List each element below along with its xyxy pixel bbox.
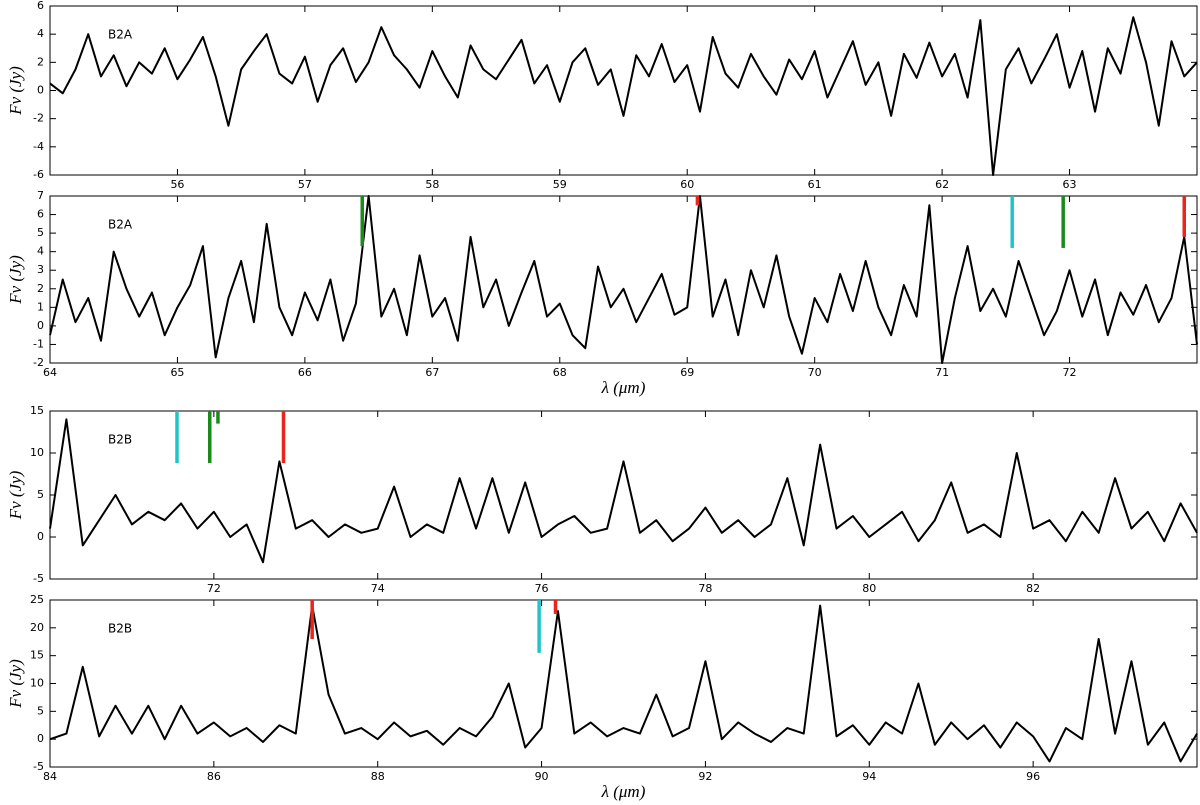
- x-tick-label: 62: [935, 178, 949, 191]
- y-tick-label: 0: [37, 319, 44, 332]
- y-tick-label: -2: [33, 112, 44, 125]
- y-tick-label: 0: [37, 732, 44, 745]
- y-tick-label: 15: [30, 649, 44, 662]
- x-tick-label: 66: [298, 366, 312, 379]
- x-axis-label: λ (μm): [601, 782, 646, 801]
- panel: -6 -4 -2 0 2 4 6 56 57 58 59 60 61 62 63 B2A Fν (Jy): [6, 0, 1198, 191]
- x-tick-label: 65: [170, 366, 184, 379]
- x-tick-label: 58: [425, 178, 439, 191]
- y-axis-label: Fν (Jy): [6, 659, 25, 709]
- x-tick-label: 72: [207, 582, 221, 595]
- y-axis-label: Fν (Jy): [6, 66, 25, 116]
- plot-frame: [49, 599, 1198, 768]
- y-tick-label: -6: [33, 168, 44, 181]
- y-tick-label: 20: [30, 621, 44, 634]
- y-tick-label: -4: [33, 140, 44, 153]
- x-tick-label: 57: [298, 178, 312, 191]
- x-tick-label: 96: [1026, 770, 1040, 783]
- x-tick-label: 60: [680, 178, 694, 191]
- panel-label: B2A: [108, 28, 133, 42]
- y-tick-label: 10: [30, 677, 44, 690]
- y-tick-label: 5: [37, 226, 44, 239]
- x-tick-label: 69: [680, 366, 694, 379]
- x-tick-label: 59: [553, 178, 567, 191]
- y-tick-label: -1: [33, 337, 44, 350]
- y-tick-label: -2: [33, 356, 44, 369]
- x-tick-label: 64: [43, 366, 57, 379]
- y-tick-label: 2: [37, 282, 44, 295]
- x-tick-label: 82: [1026, 582, 1040, 595]
- x-tick-label: 80: [862, 582, 876, 595]
- y-tick-label: 0: [37, 530, 44, 543]
- y-axis-label: Fν (Jy): [6, 470, 25, 520]
- x-tick-label: 86: [207, 770, 221, 783]
- panel: -5 0 5 10 15 72 74 76 78 80 82 B2B Fν (Jy): [6, 404, 1198, 595]
- x-tick-label: 94: [862, 770, 876, 783]
- x-tick-label: 56: [170, 178, 184, 191]
- x-tick-label: 72: [1063, 366, 1077, 379]
- x-tick-label: 90: [535, 770, 549, 783]
- y-tick-label: 10: [30, 446, 44, 459]
- y-tick-label: 15: [30, 404, 44, 417]
- x-tick-label: 61: [808, 178, 822, 191]
- x-tick-label: 67: [425, 366, 439, 379]
- y-tick-label: 25: [30, 593, 44, 606]
- x-axis-label: λ (μm): [601, 378, 646, 397]
- y-tick-label: 6: [37, 208, 44, 221]
- y-tick-label: 1: [37, 300, 44, 313]
- x-tick-label: 74: [371, 582, 385, 595]
- panel: -5 0 5 10 15 20 25 84 86 88 90 92 94 96 B2B Fν (Jy) λ (μ…: [6, 593, 1198, 801]
- y-tick-label: 2: [37, 55, 44, 68]
- spectrum-line: [49, 195, 1198, 364]
- panel-label: B2B: [108, 433, 132, 447]
- y-tick-label: 0: [37, 84, 44, 97]
- spectrum-line: [49, 418, 1198, 564]
- y-tick-label: 5: [37, 488, 44, 501]
- spectrum-line: [49, 604, 1198, 763]
- spectrum-line: [49, 16, 1198, 176]
- x-tick-label: 63: [1063, 178, 1077, 191]
- x-tick-label: 78: [698, 582, 712, 595]
- y-axis-label: Fν (Jy): [6, 255, 25, 305]
- x-tick-label: 88: [371, 770, 385, 783]
- y-tick-label: 6: [37, 0, 44, 12]
- plot-frame: [49, 5, 1198, 176]
- y-tick-label: 3: [37, 263, 44, 276]
- plot-frame: [49, 195, 1198, 364]
- y-tick-label: 4: [37, 245, 44, 258]
- x-tick-label: 71: [935, 366, 949, 379]
- x-tick-label: 84: [43, 770, 57, 783]
- y-tick-label: 4: [37, 27, 44, 40]
- x-tick-label: 68: [553, 366, 567, 379]
- y-tick-label: -5: [33, 760, 44, 773]
- y-tick-label: 7: [37, 189, 44, 202]
- panel-label: B2B: [108, 622, 132, 636]
- y-tick-label: 5: [37, 704, 44, 717]
- y-tick-label: -5: [33, 572, 44, 585]
- x-tick-label: 70: [808, 366, 822, 379]
- x-tick-label: 92: [698, 770, 712, 783]
- x-tick-label: 76: [535, 582, 549, 595]
- panel-label: B2A: [108, 218, 133, 232]
